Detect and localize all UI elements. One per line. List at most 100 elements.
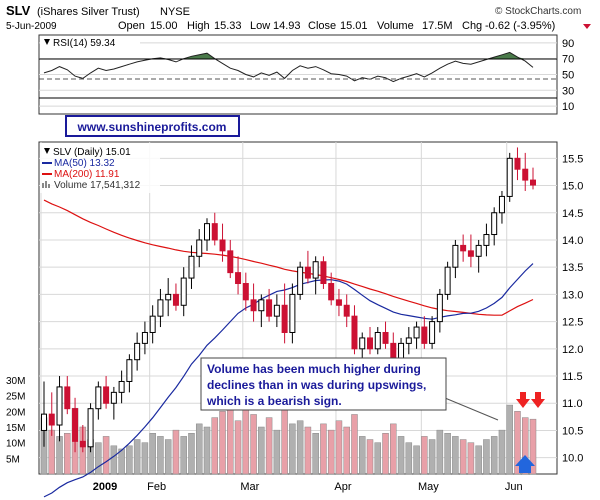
candle-body <box>41 413 47 431</box>
volume-bar <box>296 420 304 475</box>
blue-arrow-up-icon <box>515 455 535 473</box>
legend-price-icon <box>44 148 50 154</box>
volume-bar <box>211 417 219 475</box>
candle-body <box>219 239 226 252</box>
annotation-line-2: declines than in was during upswings, <box>207 378 426 392</box>
candle-body <box>452 244 459 268</box>
candle-body <box>87 408 94 448</box>
low-value: 14.93 <box>273 20 301 32</box>
volume-bar <box>320 423 327 475</box>
price-tick-label: 15.0 <box>562 181 583 193</box>
volume-bar <box>219 411 226 475</box>
candle-body <box>141 331 148 344</box>
volume-bar <box>452 436 459 475</box>
volume-bar <box>358 436 366 475</box>
price-tick-label: 14.5 <box>562 208 583 220</box>
ma200-line <box>43 199 534 316</box>
volume-bar <box>483 439 490 475</box>
candle-body <box>149 315 156 333</box>
volume-bar <box>126 445 133 475</box>
candle-body <box>514 157 521 170</box>
candle-body <box>273 304 280 317</box>
candle-body <box>335 299 342 306</box>
x-tick-label: Mar <box>240 481 259 493</box>
price-tick-label: 12.5 <box>562 317 583 329</box>
candle-body <box>211 223 218 241</box>
candle-body <box>522 168 529 181</box>
volume-bar <box>227 404 234 475</box>
source: © StockCharts.com <box>495 6 581 17</box>
volume-bar <box>506 404 513 475</box>
price-tick-label: 13.0 <box>562 289 583 301</box>
volume-bar <box>164 439 172 475</box>
legend-ma50: MA(50) 13.32 <box>54 158 115 169</box>
volume-bar <box>265 417 273 475</box>
volume-tick-label: 30M <box>6 376 25 387</box>
rsi-tick-label: 30 <box>562 85 574 97</box>
candle-body <box>506 157 513 197</box>
volume-value: 17.5M <box>422 20 453 32</box>
candle-body <box>196 239 203 257</box>
volume-bar <box>343 426 350 475</box>
volume-bar <box>529 418 537 475</box>
x-tick-label: Jun <box>505 481 523 493</box>
candle-body <box>103 386 110 404</box>
legend-volume: Volume 17,541,312 <box>54 180 141 191</box>
volume-bar <box>56 436 63 475</box>
candle-body <box>297 266 304 295</box>
high-value: 15.33 <box>214 20 242 32</box>
volume-bar <box>102 436 110 475</box>
volume-bar <box>374 442 382 475</box>
volume-tick-label: 15M <box>6 423 25 434</box>
candle-body <box>95 386 102 410</box>
volume-label: Volume <box>377 20 414 32</box>
volume-bar <box>289 423 296 475</box>
candle-body <box>475 244 482 257</box>
open-label: Open <box>118 20 145 32</box>
candle-body <box>134 342 141 361</box>
price-tick-label: 15.5 <box>562 153 583 165</box>
candle-body <box>250 299 257 312</box>
volume-bar <box>180 436 187 475</box>
close-value: 15.01 <box>340 20 368 32</box>
legend-bg <box>40 143 160 193</box>
watermark-text: www.sunshineprofits.com <box>77 120 227 134</box>
volume-bar <box>250 414 257 475</box>
candle-body <box>390 342 397 361</box>
low-label: Low <box>250 20 270 32</box>
candle-body <box>172 293 179 306</box>
chg-down-icon <box>583 24 591 29</box>
price-tick-label: 11.5 <box>562 371 583 383</box>
volume-bar <box>467 442 475 475</box>
volume-bar <box>405 442 413 475</box>
open-value: 15.00 <box>150 20 178 32</box>
candle-body <box>304 266 311 279</box>
volume-bar <box>258 426 265 475</box>
volume-bar <box>397 436 405 475</box>
volume-bar <box>95 442 102 475</box>
volume-bar <box>48 429 56 475</box>
rsi-label-bg <box>40 36 140 48</box>
rsi-tick-label: 10 <box>562 101 574 113</box>
candle-body <box>429 321 436 344</box>
candle-body <box>118 380 125 393</box>
candle-body <box>227 250 234 274</box>
candle-body <box>483 234 490 246</box>
price-tick-label: 10.5 <box>562 425 583 437</box>
volume-bar <box>195 423 203 475</box>
volume-bar <box>382 433 389 475</box>
legend-volume-icon <box>42 181 50 188</box>
candle-body <box>405 337 412 344</box>
volume-tick-label: 10M <box>6 439 25 450</box>
symbol: SLV <box>6 3 31 18</box>
volume-bar <box>133 439 141 475</box>
volume-bar <box>312 433 319 475</box>
annotation-line-1: Volume has been much higher during <box>207 362 421 376</box>
candle-body <box>72 408 79 442</box>
ma50-line <box>43 263 534 498</box>
candle-body <box>491 212 498 236</box>
x-tick-label: 2009 <box>93 481 117 493</box>
volume-tick-label: 5M <box>6 454 20 465</box>
price-tick-label: 10.0 <box>562 453 583 465</box>
